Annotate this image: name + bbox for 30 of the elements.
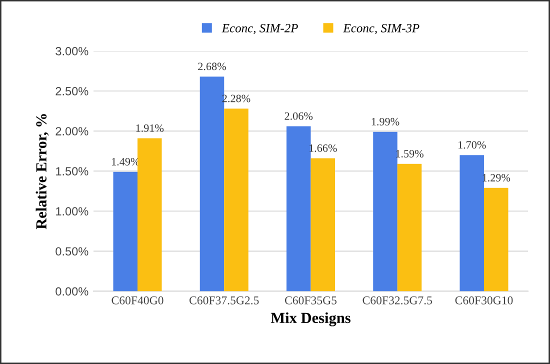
bar (484, 188, 508, 292)
x-tick-label: C60F40G0 (112, 296, 164, 304)
bar (460, 155, 484, 292)
data-label: 1.91% (136, 124, 164, 132)
bar (286, 126, 311, 292)
y-tick-label: 3.00% (56, 46, 88, 56)
x-tick-label: C60F32.5G7.5 (362, 296, 432, 304)
bar (138, 138, 162, 292)
bar (113, 172, 138, 292)
x-tick-label: C60F30G10 (455, 296, 513, 304)
legend-label: Econc, SIM-2P (222, 24, 298, 34)
legend-label: Econc, SIM-3P (343, 24, 420, 34)
x-tick-label: C60F37.5G2.5 (190, 296, 259, 304)
y-tick-label: 2.50% (56, 87, 88, 96)
bar (310, 158, 336, 292)
y-tick-label: 0.50% (56, 247, 88, 256)
y-axis-title: Relative Error, % (36, 114, 49, 230)
data-label: 2.06% (284, 112, 313, 120)
x-axis-title: Mix Designs (270, 312, 350, 326)
data-label: 2.68% (198, 62, 226, 70)
y-tick-label: 1.00% (56, 207, 88, 216)
bar (224, 108, 248, 292)
data-label: 1.70% (458, 141, 486, 149)
x-tick-label: C60F35G5 (284, 296, 337, 304)
bar (397, 164, 422, 292)
y-tick-label: 1.50% (56, 167, 88, 176)
bar (373, 132, 398, 292)
data-label: 1.99% (372, 118, 400, 126)
y-tick-label: 0.00% (56, 287, 88, 296)
y-tick-label: 2.00% (56, 127, 88, 136)
